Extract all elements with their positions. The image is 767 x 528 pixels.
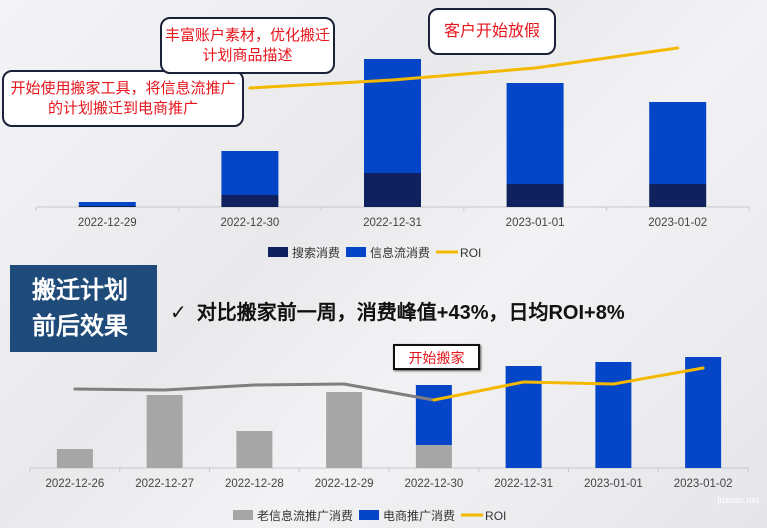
section-title-line1: 搬迁计划 — [32, 277, 128, 304]
headline-text: 对比搬家前一周，消费峰值+43%，日均ROI+8% — [196, 302, 625, 324]
x-tick-label: 2022-12-30 — [220, 217, 279, 229]
watermark: juxuan.net — [717, 495, 759, 505]
roi-line-segment — [533, 46, 680, 70]
headline: ✓ 对比搬家前一周，消费峰值+43%，日均ROI+8% — [170, 296, 625, 325]
x-tick-label: 2022-12-30 — [404, 478, 463, 490]
x-tick-label: 2022-12-29 — [315, 478, 374, 490]
bar-ecom — [685, 357, 722, 468]
bar-ecom — [595, 362, 632, 468]
x-tick-label: 2023-01-02 — [674, 478, 733, 490]
bar-old-feed — [56, 449, 93, 468]
top-chart: 2022-12-29 2022-12-30 2022-12-31 2023-01-01… — [35, 46, 750, 260]
bar-search — [364, 173, 421, 207]
roi-line-segment — [252, 382, 346, 387]
x-tick-label: 2022-12-27 — [135, 478, 194, 490]
legend-label: 信息流消费 — [370, 245, 430, 260]
bar-feed — [364, 59, 421, 173]
roi-line-segment — [163, 383, 256, 392]
bar-old-feed — [146, 395, 183, 468]
bar-feed — [78, 202, 136, 206]
bar-feed — [649, 102, 707, 184]
legend-swatch — [233, 510, 253, 520]
bar-search — [649, 184, 707, 207]
roi-line-segment — [73, 387, 167, 392]
x-tick-label: 2022-12-26 — [45, 478, 104, 490]
callout-holiday: 客户开始放假 — [428, 8, 556, 55]
x-tick-label: 2022-12-31 — [494, 478, 553, 490]
bar-search — [506, 184, 564, 207]
bottom-chart: 2022-12-26 2022-12-27 2022-12-28 2022-12-29… — [29, 357, 749, 523]
section-title: 搬迁计划 前后效果 — [10, 265, 157, 352]
x-tick-label: 2022-12-29 — [78, 217, 137, 229]
roi-line-segment — [391, 66, 537, 82]
bar-ecom — [415, 385, 452, 445]
callout-enrich-assets: 丰富账户素材，优化搬迁计划商品描述 — [160, 17, 335, 74]
legend-swatch — [346, 247, 367, 257]
legend-swatch — [359, 510, 380, 520]
legend-label: 老信息流推广消费 — [257, 508, 353, 523]
section-title-line2: 前后效果 — [32, 313, 128, 340]
bar-old-feed — [415, 445, 452, 468]
legend-label: 搜索消费 — [292, 245, 340, 260]
roi-line-segment — [342, 382, 436, 402]
bar-feed — [221, 151, 279, 195]
bar-feed — [506, 83, 564, 184]
x-tick-label: 2022-12-28 — [225, 478, 284, 490]
legend-swatch — [268, 247, 288, 257]
bar-search — [78, 206, 136, 207]
legend-label: ROI — [460, 246, 481, 260]
bar-search — [221, 195, 279, 207]
x-tick-label: 2023-01-02 — [648, 217, 707, 229]
x-tick-label: 2022-12-31 — [363, 217, 422, 229]
legend-label: ROI — [485, 509, 506, 523]
roi-line-segment — [611, 366, 705, 386]
x-tick-label: 2023-01-01 — [506, 217, 565, 229]
roi-line-segment — [248, 78, 394, 90]
bar-old-feed — [326, 392, 363, 468]
callout-start-tool: 开始使用搬家工具，将信息流推广的计划搬迁到电商推广 — [2, 70, 244, 127]
check-icon: ✓ — [170, 302, 187, 324]
roi-line-segment — [432, 380, 526, 402]
roi-line-segment — [522, 380, 615, 386]
legend-label: 电商推广消费 — [383, 508, 455, 523]
bar-old-feed — [236, 431, 273, 468]
move-start-tag: 开始搬家 — [393, 344, 480, 370]
x-tick-label: 2023-01-01 — [584, 478, 643, 490]
